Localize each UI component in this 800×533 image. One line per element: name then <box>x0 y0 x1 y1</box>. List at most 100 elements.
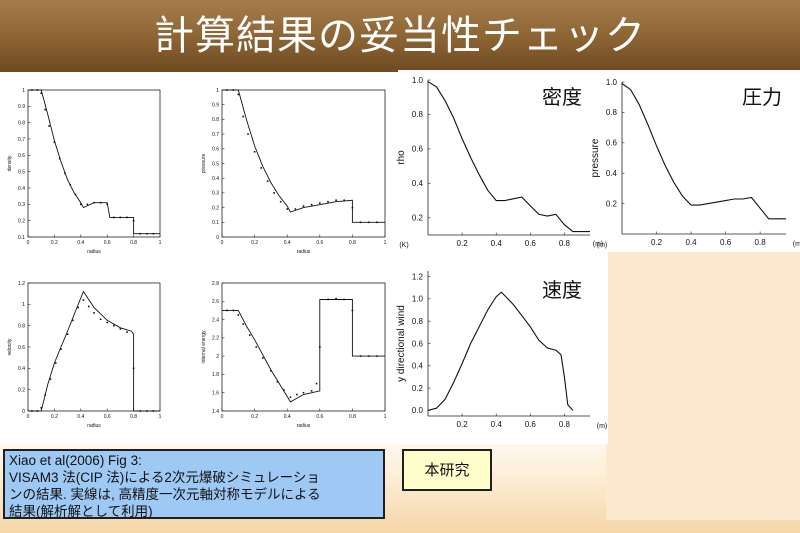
y-unit-label: (m) <box>593 241 604 248</box>
y-axis-label: internal energy <box>201 330 207 364</box>
series-line <box>427 81 590 233</box>
data-point <box>302 391 305 394</box>
x-axis-label: radius <box>297 249 311 255</box>
series-line <box>621 83 786 220</box>
x-tick-label: 0 <box>27 414 30 420</box>
data-point <box>294 208 297 210</box>
data-point <box>53 141 56 144</box>
x-tick-label: 1 <box>159 240 162 246</box>
data-point <box>376 221 378 224</box>
data-point <box>31 89 33 91</box>
caption-line: Xiao et al(2006) Fig 3: <box>9 453 142 468</box>
data-point <box>82 299 85 301</box>
data-point <box>106 203 108 206</box>
x-tick-label: 0.8 <box>349 240 356 246</box>
series-line <box>28 290 160 412</box>
data-point <box>119 328 122 330</box>
data-point <box>351 309 354 312</box>
y-tick-label: 0.4 <box>606 169 618 178</box>
x-axis-label: radius <box>297 423 311 429</box>
data-point <box>152 410 155 412</box>
y-tick-label: 0 <box>22 409 25 415</box>
data-point <box>255 346 258 348</box>
y-tick-label: 1.2 <box>18 281 25 287</box>
data-point <box>40 92 42 95</box>
series-line <box>222 89 385 223</box>
x-tick-label: 0.4 <box>491 420 503 429</box>
data-point <box>279 200 282 203</box>
plot-frame <box>221 89 386 238</box>
data-point <box>119 216 122 219</box>
y-tick-label: 0.9 <box>18 104 25 110</box>
data-point <box>58 157 61 160</box>
x-tick-label: 0.8 <box>755 238 767 247</box>
data-point <box>237 314 240 316</box>
y-tick-label: 0.4 <box>18 366 25 372</box>
data-point <box>113 324 115 327</box>
data-point <box>247 133 249 135</box>
data-point <box>87 305 90 308</box>
data-point <box>376 355 378 357</box>
data-point <box>335 297 337 300</box>
data-point <box>113 216 115 219</box>
data-point <box>31 410 33 412</box>
data-point <box>69 183 72 186</box>
data-point <box>146 410 148 412</box>
data-point <box>276 380 279 383</box>
y-tick-label: 0.2 <box>412 384 424 393</box>
data-point <box>139 410 141 412</box>
y-tick-label: 0.7 <box>18 137 25 143</box>
x-tick-label: 0.8 <box>349 414 356 420</box>
data-point <box>270 369 272 372</box>
data-point <box>359 355 362 357</box>
data-point <box>260 167 262 169</box>
y-tick-label: 0.2 <box>412 214 424 223</box>
y-tick-label: 1.0 <box>412 295 424 304</box>
data-point <box>40 407 42 409</box>
data-point <box>261 357 264 359</box>
x-tick-label: 0.4 <box>77 414 84 420</box>
data-point <box>327 298 329 301</box>
data-point <box>64 172 66 175</box>
y-axis-label: pressure <box>590 138 601 177</box>
data-point <box>86 203 89 206</box>
data-point <box>302 205 305 207</box>
reference-chart-panel <box>0 75 400 443</box>
y-tick-label: 1.4 <box>212 409 219 415</box>
data-point <box>327 200 329 203</box>
y-tick-label: 0.2 <box>18 218 25 224</box>
x-tick-label: 0.4 <box>685 238 697 247</box>
x-tick-label: 0 <box>27 240 30 246</box>
data-point <box>126 331 128 333</box>
x-tick-label: 0.2 <box>251 240 258 246</box>
x-axis-label: radius <box>87 423 101 429</box>
plot-frame <box>27 89 161 238</box>
data-point <box>126 216 128 219</box>
x-tick-label: 0.6 <box>720 238 732 247</box>
y-tick-label: 0.6 <box>212 147 219 153</box>
data-point <box>319 346 321 348</box>
y-tick-label: 0.4 <box>212 176 219 182</box>
data-point <box>343 298 346 301</box>
y-tick-label: 1.2 <box>412 272 424 281</box>
data-point <box>44 394 46 396</box>
data-point <box>289 396 292 399</box>
series-line <box>222 299 385 403</box>
data-point <box>310 390 313 392</box>
data-point <box>146 232 148 235</box>
data-point <box>232 89 235 91</box>
plot-frame <box>221 282 386 412</box>
x-tick-label: 0.4 <box>284 414 291 420</box>
y-tick-label: 0.4 <box>412 362 424 371</box>
y-tick-label: 1.0 <box>606 78 618 87</box>
data-point <box>232 309 235 312</box>
data-point <box>80 203 82 206</box>
y-tick-label: 1 <box>22 302 25 308</box>
x-tick-label: 0.6 <box>104 414 111 420</box>
chart-title: 密度 <box>542 86 582 109</box>
data-point <box>36 89 39 91</box>
y-tick-label: 0.8 <box>412 317 424 326</box>
x-tick-label: 0.4 <box>491 239 503 248</box>
y-tick-label: 0.5 <box>18 169 25 175</box>
